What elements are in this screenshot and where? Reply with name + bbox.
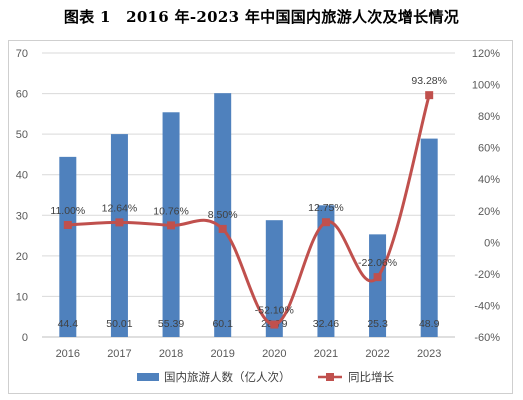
y-right-tick-label: -60% [474, 332, 500, 344]
x-tick-label: 2020 [262, 348, 286, 360]
bar [265, 220, 283, 337]
line-value-label: 12.64% [102, 202, 138, 214]
x-tick-label: 2023 [417, 348, 441, 360]
bar-value-label: 48.9 [419, 318, 440, 330]
bar-value-label: 32.46 [313, 318, 339, 330]
line-value-label: -22.06% [358, 257, 397, 269]
y-left-tick-label: 0 [22, 332, 28, 344]
y-left-tick-label: 40 [16, 170, 28, 182]
bar [369, 234, 387, 337]
y-right-tick-label: 60% [478, 143, 500, 155]
y-right-tick-label: -20% [474, 269, 500, 281]
x-tick-label: 2019 [210, 348, 234, 360]
bar-value-label: 55.39 [158, 318, 184, 330]
chart-frame [8, 40, 513, 394]
line-value-label: 8.50% [208, 209, 238, 221]
y-right-tick-label: 0% [484, 237, 500, 249]
line-marker [321, 218, 330, 227]
line-marker [373, 273, 382, 282]
x-tick-label: 2022 [365, 348, 389, 360]
x-tick-label: 2016 [56, 348, 80, 360]
bar-value-label: 50.01 [106, 318, 132, 330]
line-marker [63, 220, 72, 229]
chart-title: 图表 1 2016 年-2023 年中国国内旅游人次及增长情况 [63, 8, 460, 26]
line-marker [270, 320, 279, 329]
y-left-tick-label: 30 [16, 210, 28, 222]
line-marker [425, 91, 434, 100]
y-right-tick-label: 100% [472, 80, 500, 92]
line-marker [167, 221, 176, 230]
x-tick-label: 2018 [159, 348, 183, 360]
x-tick-label: 2021 [314, 348, 338, 360]
line-value-label: 11.00% [50, 205, 85, 217]
bar [59, 156, 77, 337]
bar [110, 134, 128, 337]
y-right-tick-label: 20% [478, 206, 500, 218]
legend-bar-swatch [137, 373, 159, 381]
y-left-tick-label: 20 [16, 251, 28, 263]
legend-line-marker [326, 373, 334, 381]
line-marker [218, 224, 227, 233]
y-left-tick-label: 60 [16, 89, 28, 101]
y-left-tick-label: 10 [16, 291, 28, 303]
y-right-tick-label: 80% [478, 111, 500, 123]
y-left-tick-label: 70 [16, 48, 28, 60]
y-left-tick-label: 50 [16, 129, 28, 141]
bar-value-label: 25.3 [367, 318, 388, 330]
line-value-label: 93.28% [411, 75, 447, 87]
legend-line-label: 同比增长 [348, 370, 394, 384]
line-value-label: -52.10% [255, 305, 294, 317]
bar [214, 93, 232, 337]
line-marker [115, 218, 124, 227]
bar-value-label: 44.4 [58, 318, 79, 330]
legend-bar-label: 国内旅游人数（亿人次） [164, 370, 291, 384]
y-right-tick-label: -40% [474, 300, 500, 312]
x-tick-label: 2017 [107, 348, 131, 360]
line-value-label: 12.75% [308, 202, 344, 214]
line-value-label: 10.76% [153, 205, 189, 217]
y-right-tick-label: 40% [478, 174, 500, 186]
bar [317, 205, 335, 337]
bar [420, 138, 438, 337]
y-right-tick-label: 120% [472, 48, 500, 60]
bar-value-label: 60.1 [212, 318, 233, 330]
